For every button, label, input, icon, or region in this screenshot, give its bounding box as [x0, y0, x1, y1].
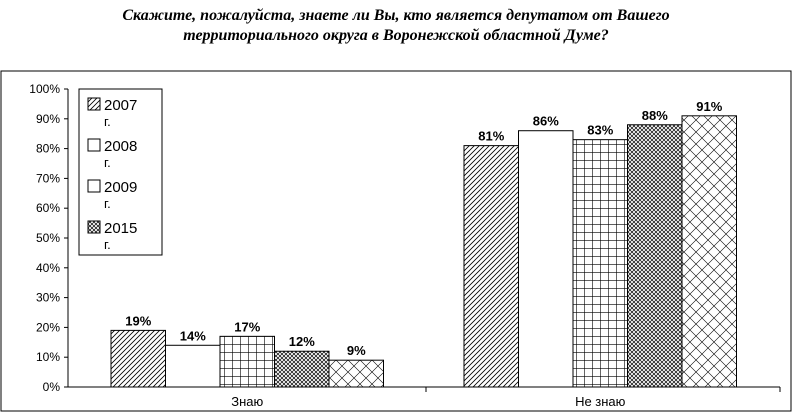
category-label: Не знаю: [575, 394, 626, 409]
y-tick-label: 40%: [36, 261, 60, 275]
legend-swatch: [87, 220, 101, 234]
data-label: 86%: [533, 114, 559, 129]
y-tick-label: 30%: [36, 291, 60, 305]
bar: [681, 115, 737, 388]
chart-title: Скажите, пожалуйста, знаете ли Вы, кто я…: [0, 6, 792, 46]
legend-swatch: [87, 97, 101, 111]
bar: [219, 335, 275, 388]
legend-year: 2009: [104, 179, 137, 196]
data-label: 91%: [696, 99, 722, 114]
y-tick-label: 10%: [36, 350, 60, 364]
bar: [463, 145, 519, 388]
category-label: Знаю: [231, 394, 263, 409]
y-tick-label: 80%: [36, 142, 60, 156]
legend-suffix: г.: [104, 237, 111, 252]
legend-suffix: г.: [104, 114, 111, 129]
y-tick-label: 90%: [36, 112, 60, 126]
bar: [110, 329, 166, 388]
bar: [518, 130, 574, 388]
title-line-2: территориального округа в Воронежской об…: [183, 27, 609, 44]
legend-swatch: [87, 179, 101, 193]
data-label: 12%: [289, 334, 315, 349]
data-label: 81%: [478, 129, 504, 144]
legend-year: 2008: [104, 138, 137, 155]
legend-year: 2007: [104, 97, 137, 114]
title-line-1: Скажите, пожалуйста, знаете ли Вы, кто я…: [122, 7, 670, 24]
data-label: 17%: [234, 319, 260, 334]
legend-year: 2015: [104, 220, 137, 237]
y-tick-label: 20%: [36, 320, 60, 334]
legend-swatch: [87, 138, 101, 152]
bar: [274, 350, 330, 388]
data-label: 9%: [347, 343, 366, 358]
bar: [627, 124, 683, 388]
data-label: 14%: [180, 328, 206, 343]
data-label: 88%: [642, 108, 668, 123]
bar: [165, 344, 221, 388]
y-tick-label: 100%: [29, 82, 60, 96]
bar: [328, 359, 384, 388]
bar: [572, 139, 628, 388]
y-tick-label: 50%: [36, 231, 60, 245]
chart-frame: [0, 70, 792, 412]
y-tick-label: 0%: [43, 380, 61, 394]
data-label: 19%: [125, 313, 151, 328]
y-tick-label: 70%: [36, 171, 60, 185]
y-tick-label: 60%: [36, 201, 60, 215]
legend-suffix: г.: [104, 155, 111, 170]
data-label: 83%: [587, 123, 613, 138]
legend-suffix: г.: [104, 196, 111, 211]
